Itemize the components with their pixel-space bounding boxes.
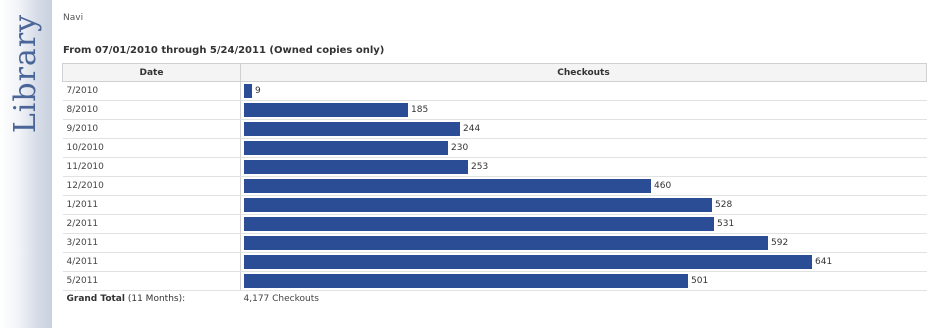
- checkout-bar: [244, 255, 812, 269]
- bar-value-label: 592: [771, 238, 789, 248]
- library-logo[interactable]: Library: [4, 8, 48, 138]
- checkouts-cell: 528: [240, 195, 927, 215]
- checkout-bar: [244, 103, 408, 117]
- date-label: 11/2010: [62, 157, 241, 177]
- table-header-row: Date Checkouts: [62, 63, 927, 82]
- date-label: 7/2010: [62, 81, 241, 101]
- bar-wrap: 460: [244, 177, 927, 195]
- bar-value-label: 230: [451, 143, 469, 153]
- checkouts-cell: 531: [240, 214, 927, 234]
- table-row: 8/2010 185: [62, 100, 927, 120]
- bar-value-label: 185: [411, 105, 429, 115]
- bar-value-label: 253: [471, 162, 489, 172]
- bar-wrap: 641: [244, 253, 927, 271]
- checkout-bar: [244, 122, 460, 136]
- checkout-bar: [244, 274, 688, 288]
- grand-total-row: Grand Total (11 Months): 4,177 Checkouts: [63, 291, 927, 308]
- checkouts-cell: 230: [240, 138, 927, 158]
- bar-value-label: 528: [715, 200, 733, 210]
- checkouts-cell: 501: [240, 271, 927, 291]
- checkouts-cell: 185: [240, 100, 927, 120]
- date-label: 2/2011: [62, 214, 241, 234]
- report-title: From 07/01/2010 through 5/24/2011 (Owned…: [63, 45, 385, 56]
- bar-value-label: 460: [654, 181, 672, 191]
- date-label: 1/2011: [62, 195, 241, 215]
- checkouts-cell: 592: [240, 233, 927, 253]
- checkout-bar: [244, 236, 768, 250]
- date-label: 4/2011: [62, 252, 241, 272]
- date-column-header: Date: [62, 63, 241, 82]
- bar-wrap: 9: [244, 82, 927, 100]
- checkouts-report-table: Date Checkouts 7/2010 9 8/2010 185 9/2010 244…: [62, 63, 927, 307]
- checkouts-cell: 9: [240, 81, 927, 101]
- date-label: 5/2011: [62, 271, 241, 291]
- bar-value-label: 641: [815, 257, 833, 267]
- checkouts-cell: 244: [240, 119, 927, 139]
- bar-value-label: 9: [255, 86, 261, 96]
- date-label: 3/2011: [62, 233, 241, 253]
- table-row: 1/2011 528: [62, 195, 927, 215]
- checkouts-cell: 253: [240, 157, 927, 177]
- date-label: 8/2010: [62, 100, 241, 120]
- grand-total-label: Grand Total: [66, 294, 125, 304]
- checkouts-cell: 460: [240, 176, 927, 196]
- table-row: 9/2010 244: [62, 119, 927, 139]
- table-row: 4/2011 641: [62, 252, 927, 272]
- table-row: 12/2010 460: [62, 176, 927, 196]
- grand-total-label-cell: Grand Total (11 Months):: [63, 291, 241, 308]
- checkout-bar: [244, 141, 448, 155]
- checkouts-cell: 641: [240, 252, 927, 272]
- bar-wrap: 592: [244, 234, 927, 252]
- grand-total-months: (11 Months):: [127, 294, 186, 304]
- bar-wrap: 230: [244, 139, 927, 157]
- date-label: 9/2010: [62, 119, 241, 139]
- checkout-bar: [244, 217, 714, 231]
- checkouts-column-header: Checkouts: [240, 63, 927, 82]
- table-row: 2/2011 531: [62, 214, 927, 234]
- bar-wrap: 531: [244, 215, 927, 233]
- table-row: 5/2011 501: [62, 271, 927, 291]
- checkout-bar: [244, 198, 712, 212]
- checkout-bar: [244, 84, 252, 98]
- table-row: 3/2011 592: [62, 233, 927, 253]
- bar-value-label: 501: [691, 276, 709, 286]
- table-row: 7/2010 9: [62, 81, 927, 101]
- bar-wrap: 501: [244, 272, 927, 290]
- library-logo-text: Library: [8, 13, 44, 133]
- date-label: 10/2010: [62, 138, 241, 158]
- sidebar: Library: [0, 0, 52, 328]
- report-body: 7/2010 9 8/2010 185 9/2010 244 10/2010 230 11/20…: [62, 81, 927, 291]
- grand-total-value: 4,177 Checkouts: [243, 294, 319, 304]
- checkout-bar: [244, 160, 468, 174]
- bar-wrap: 528: [244, 196, 927, 214]
- date-label: 12/2010: [62, 176, 241, 196]
- table-row: 11/2010 253: [62, 157, 927, 177]
- checkout-bar: [244, 179, 651, 193]
- bar-value-label: 244: [463, 124, 481, 134]
- bar-value-label: 531: [717, 219, 735, 229]
- bar-wrap: 244: [244, 120, 927, 138]
- nav-label[interactable]: Navi: [63, 13, 84, 23]
- bar-wrap: 253: [244, 158, 927, 176]
- bar-wrap: 185: [244, 101, 927, 119]
- table-row: 10/2010 230: [62, 138, 927, 158]
